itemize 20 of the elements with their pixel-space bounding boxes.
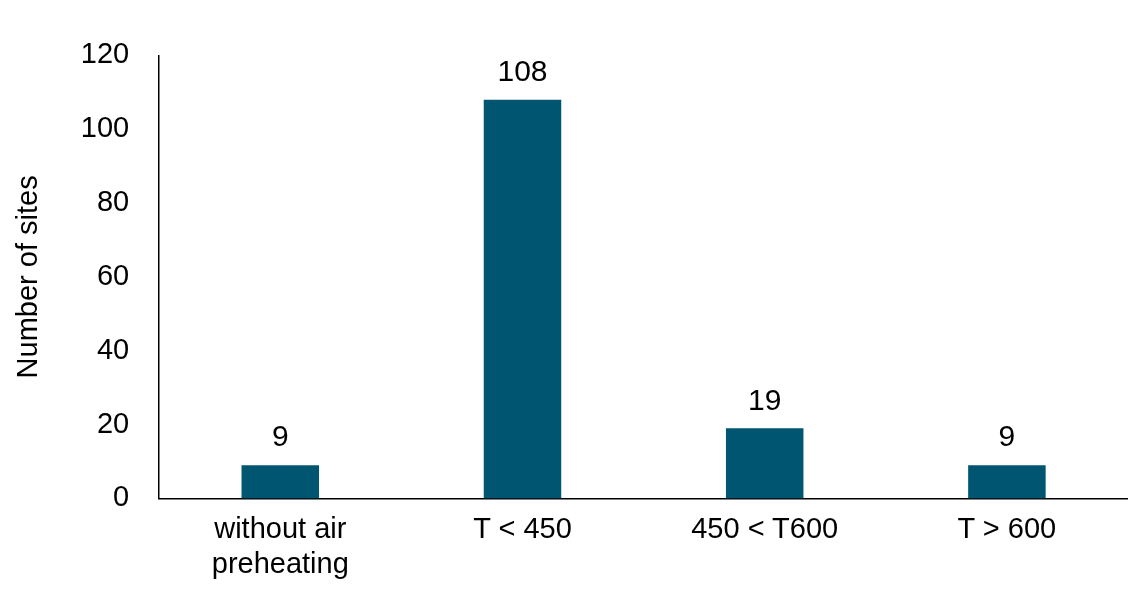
data-label: 108 [497, 53, 548, 87]
x-tick-label: 450 < T600 [691, 511, 839, 544]
x-tick-label: T < 450 [473, 511, 572, 544]
y-axis-title: Number of sites [11, 175, 44, 379]
x-tick-label: T > 600 [957, 511, 1057, 544]
bar [968, 465, 1046, 499]
y-tick-label: 80 [96, 185, 130, 218]
y-tick-label: 120 [80, 37, 130, 70]
y-tick-label: 20 [96, 406, 130, 439]
bar [725, 428, 804, 499]
data-label: 19 [748, 382, 782, 416]
data-label: 9 [271, 419, 289, 453]
y-tick-label: 100 [80, 111, 130, 144]
y-tick-label: 60 [96, 258, 130, 291]
y-tick-label: 40 [96, 332, 130, 365]
bar [483, 99, 562, 499]
bar [241, 465, 320, 499]
data-label: 9 [998, 419, 1016, 453]
x-tick-label: without air preheating [211, 511, 349, 579]
y-tick-label: 0 [113, 480, 130, 513]
